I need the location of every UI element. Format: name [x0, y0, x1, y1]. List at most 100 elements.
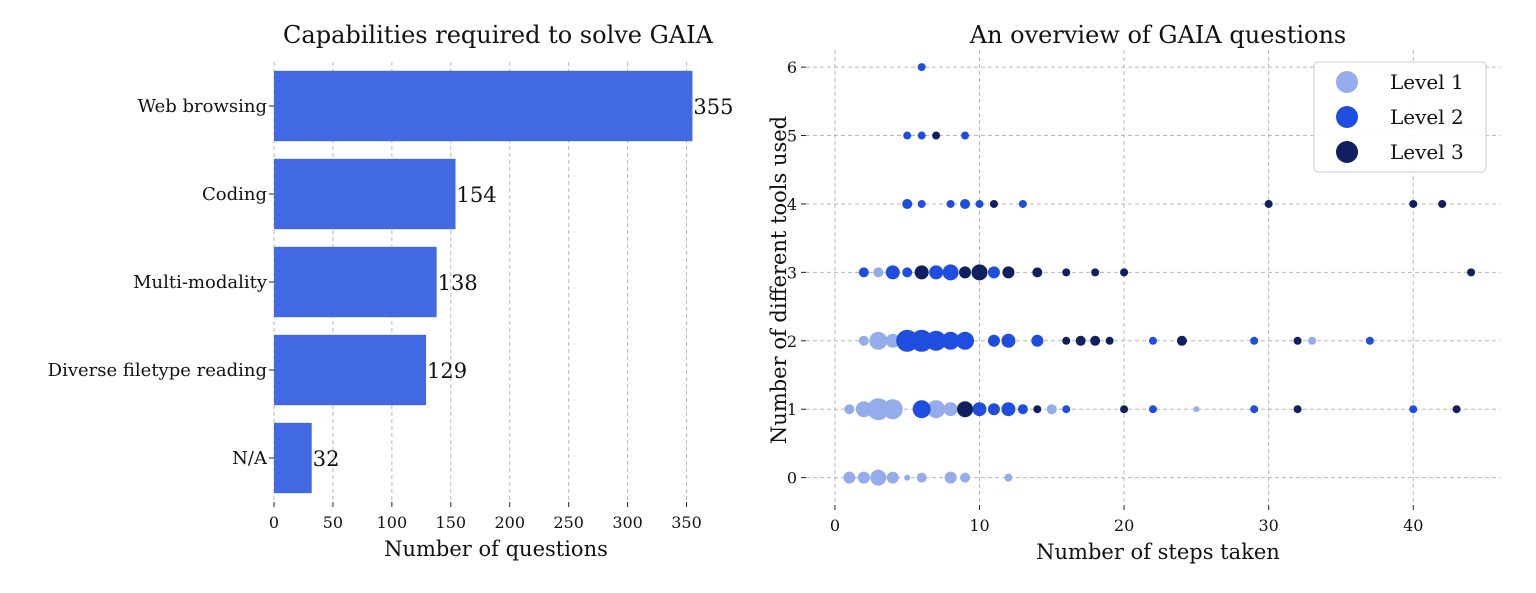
bar [274, 334, 427, 406]
scatter-chart-x-ticks: 0 10 20 30 40 [830, 505, 1423, 535]
scatter-point-level-3 [932, 131, 941, 140]
scatter-point-level-2 [1409, 405, 1418, 414]
scatter-point-level-1 [886, 471, 899, 484]
bar-chart-category-label: Multi-modality [133, 272, 268, 293]
scatter-chart-y-tick-label: 3 [787, 263, 797, 282]
bar-chart-category-label: Diverse filetype reading [48, 360, 267, 381]
scatter-point-level-2 [1149, 336, 1157, 345]
scatter-chart-title: An overview of GAIA questions [969, 21, 1347, 49]
scatter-point-level-1 [882, 399, 903, 420]
scatter-point-level-2 [902, 267, 913, 278]
scatter-point-level-2 [917, 199, 926, 208]
scatter-chart-x-axis-label: Number of steps taken [1036, 540, 1280, 564]
scatter-point-level-3 [957, 401, 974, 418]
scatter-point-level-2 [917, 63, 926, 72]
bar-chart-data-labels: 355 154 138 129 32 [313, 95, 734, 471]
scatter-point-level-1 [844, 404, 855, 415]
scatter-point-level-2 [1001, 333, 1016, 348]
bar-chart-x-ticks: 0 50 100 150 200 250 300 350 [269, 502, 702, 532]
bar-chart-x-tick-label: 350 [671, 513, 702, 532]
scatter-point-level-2 [902, 198, 913, 209]
scatter-point-level-2 [858, 267, 869, 278]
scatter-point-level-1 [960, 472, 971, 483]
scatter-point-level-2 [1365, 336, 1374, 345]
scatter-point-level-2 [1017, 404, 1028, 415]
bar-data-label: 154 [457, 183, 497, 207]
scatter-point-level-1 [904, 474, 911, 481]
scatter-point-level-2 [987, 403, 1000, 416]
scatter-point-level-3 [1032, 267, 1043, 278]
scatter-point-level-2 [961, 131, 970, 140]
scatter-point-level-2 [972, 402, 987, 417]
scatter-point-level-3 [1176, 335, 1187, 346]
scatter-point-level-2 [885, 265, 900, 280]
scatter-point-level-1 [1193, 406, 1200, 413]
scatter-point-level-2 [942, 264, 959, 281]
scatter-chart-y-ticks: 0 1 2 3 4 5 6 [787, 58, 806, 488]
scatter-point-level-3 [1438, 199, 1447, 208]
bar-chart-x-axis-label: Number of questions [384, 537, 608, 561]
scatter-point-level-1 [855, 401, 872, 418]
scatter-point-level-2 [903, 131, 912, 140]
bar-chart-x-tick-label: 0 [269, 513, 279, 532]
scatter-point-level-2 [1031, 334, 1044, 347]
scatter-point-level-2 [987, 266, 1000, 279]
scatter-point-level-3 [1293, 405, 1302, 414]
legend-label-level-3: Level 3 [1390, 140, 1464, 164]
legend-label-level-1: Level 1 [1390, 70, 1464, 94]
scatter-point-level-1 [857, 471, 870, 484]
bar [274, 422, 312, 494]
scatter-point-level-3 [989, 199, 998, 208]
bar-chart-category-label: Coding [202, 184, 267, 205]
scatter-chart: An overview of GAIA questions 0 10 20 30 40 … [767, 21, 1500, 564]
scatter-chart-y-tick-label: 2 [787, 332, 797, 351]
bar-chart-x-tick-label: 200 [494, 513, 525, 532]
scatter-chart-legend: Level 1 Level 2 Level 3 [1313, 61, 1487, 173]
scatter-point-level-1 [1046, 404, 1057, 415]
scatter-point-level-2 [917, 131, 926, 140]
scatter-point-level-2 [941, 331, 960, 350]
scatter-point-level-2 [975, 199, 984, 208]
scatter-point-level-3 [1075, 335, 1086, 346]
scatter-point-level-2 [1149, 405, 1157, 414]
legend-marker-level-1 [1336, 71, 1358, 93]
scatter-point-level-1 [944, 471, 957, 484]
bar-chart-category-label: Web browsing [138, 96, 267, 117]
legend-label-level-2: Level 2 [1390, 105, 1464, 129]
bar-chart-category-label: N/A [232, 448, 268, 469]
bar [274, 158, 456, 230]
bar-data-label: 32 [313, 447, 340, 471]
scatter-point-level-3 [1033, 405, 1042, 414]
scatter-point-level-1 [869, 331, 888, 350]
scatter-point-level-1 [858, 335, 869, 346]
bar-data-label: 138 [438, 271, 478, 295]
scatter-point-level-3 [1062, 268, 1071, 277]
scatter-point-level-3 [1120, 405, 1129, 414]
scatter-chart-x-tick-label: 40 [1403, 516, 1423, 535]
scatter-point-level-1 [927, 400, 946, 419]
scatter-point-level-1 [873, 267, 884, 278]
scatter-chart-points [843, 63, 1476, 486]
bar-data-label: 129 [427, 359, 467, 383]
scatter-point-level-2 [929, 265, 944, 280]
bar-chart-x-tick-label: 150 [436, 513, 467, 532]
scatter-point-level-2 [926, 330, 947, 351]
bar-chart-x-tick-label: 250 [553, 513, 584, 532]
scatter-chart-x-tick-label: 0 [830, 516, 840, 535]
scatter-point-level-1 [885, 333, 900, 348]
scatter-point-level-2 [960, 198, 971, 209]
scatter-point-level-2 [1062, 405, 1071, 414]
scatter-point-level-3 [914, 265, 929, 280]
scatter-point-level-3 [1264, 199, 1273, 208]
scatter-point-level-3 [971, 264, 988, 281]
scatter-point-level-2 [987, 334, 1000, 347]
scatter-point-level-3 [959, 266, 972, 279]
scatter-chart-y-tick-label: 1 [787, 400, 797, 419]
scatter-point-level-3 [1293, 336, 1302, 345]
scatter-point-level-3 [1091, 268, 1100, 277]
scatter-point-level-3 [1002, 266, 1015, 279]
scatter-point-level-1 [916, 472, 927, 483]
scatter-point-level-1 [1004, 473, 1013, 482]
bar-chart-category-labels: Web browsing Coding Multi-modality Diverse … [48, 96, 274, 469]
scatter-chart-y-axis-label: Number of different tools used [767, 116, 791, 444]
